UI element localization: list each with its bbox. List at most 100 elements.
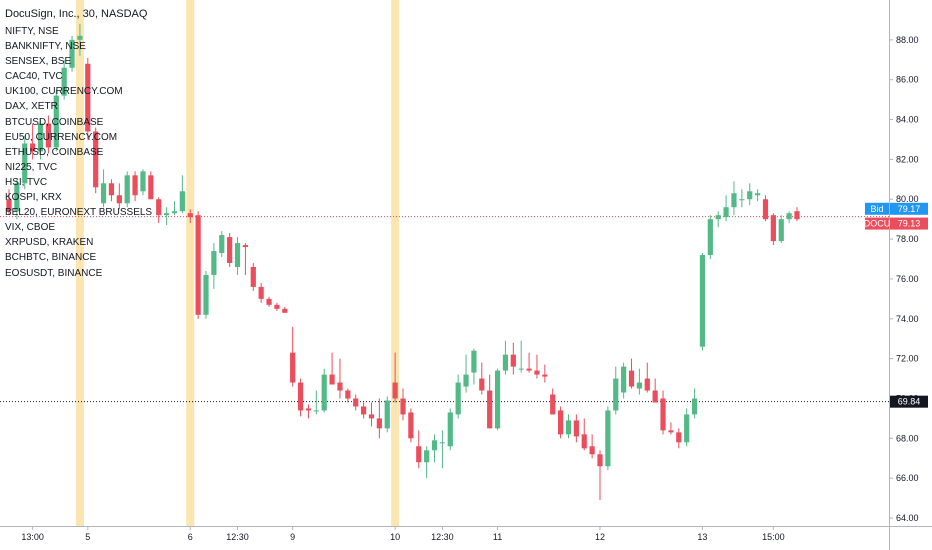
- symbol-item[interactable]: SENSEX, BSE: [5, 56, 72, 68]
- candle-body: [747, 191, 753, 200]
- symbol-item[interactable]: NI225, TVC: [5, 161, 58, 173]
- candle: [707, 215, 713, 260]
- candle-body: [6, 199, 12, 212]
- symbol-item[interactable]: HSI, TVC: [5, 176, 48, 188]
- candle: [211, 243, 217, 289]
- candle-body: [518, 368, 524, 370]
- candle-body: [250, 266, 256, 287]
- price-label-value: 79.17: [898, 204, 921, 214]
- candle-body: [297, 382, 304, 411]
- candle-body: [274, 304, 280, 309]
- candle-body: [30, 143, 36, 152]
- candle: [345, 388, 351, 403]
- symbol-item[interactable]: KOSPI, KRX: [5, 192, 62, 204]
- symbol-item[interactable]: BTCUSD, COINBASE: [5, 116, 104, 128]
- candle-body: [455, 382, 461, 415]
- candle: [739, 189, 745, 208]
- candle: [305, 404, 312, 419]
- price-label-box: [890, 217, 928, 230]
- candle-body: [565, 420, 572, 435]
- session-highlight: [75, 0, 84, 526]
- time-axis[interactable]: 13:00 5 6 12:30 9 10 12:30 11 12 13 15:00: [21, 526, 785, 542]
- candle-body: [699, 255, 706, 347]
- candle-body: [471, 350, 477, 373]
- candle: [140, 169, 146, 196]
- time-tick-label: 9: [290, 532, 295, 542]
- price-axis[interactable]: 64.0066.0068.0070.0072.0074.0076.0078.00…: [889, 35, 919, 523]
- price-label-box: [890, 395, 928, 408]
- price-label-tag: [865, 202, 889, 215]
- symbol-item[interactable]: BEL20, EURONEXT BRUSSELS: [5, 207, 153, 219]
- candle-body: [337, 382, 343, 391]
- candle-body: [416, 446, 422, 463]
- price-tick-label: 86.00: [896, 75, 919, 85]
- candle: [502, 340, 509, 375]
- candle: [573, 414, 579, 443]
- symbol-item[interactable]: BANKNIFTY, NSE: [5, 41, 86, 53]
- symbol-item[interactable]: CAC40, TVC: [5, 71, 63, 83]
- candle-body: [227, 237, 233, 263]
- candle-body: [361, 406, 367, 415]
- candle-body: [628, 370, 635, 387]
- candle-body: [45, 123, 51, 148]
- candle-body: [242, 245, 248, 248]
- candle: [384, 396, 390, 433]
- price-tick-label: 74.00: [896, 314, 919, 324]
- candle: [589, 434, 595, 459]
- candle: [376, 398, 382, 439]
- candle-body: [148, 175, 154, 200]
- candle: [416, 430, 422, 469]
- candle-body: [164, 213, 170, 216]
- symbol-item[interactable]: ETHUSD, COINBASE: [5, 146, 104, 158]
- candle-body: [187, 213, 193, 218]
- symbol-item[interactable]: EOSUSDT, BINANCE: [5, 267, 103, 279]
- price-tick-label: 80.00: [896, 194, 919, 204]
- candle-body: [408, 412, 414, 439]
- candle-body: [447, 412, 453, 447]
- candle: [258, 282, 264, 303]
- symbol-item[interactable]: EU50, CURRENCY.COM: [5, 131, 118, 143]
- candle-body: [652, 390, 658, 403]
- candle-body: [376, 418, 382, 429]
- candle-body: [479, 378, 485, 391]
- symbol-item[interactable]: BCHBTC, BINANCE: [5, 252, 97, 264]
- candle-body: [140, 171, 146, 192]
- price-label: Bid 79.17: [865, 202, 928, 215]
- price-label-name: Bid: [870, 204, 883, 214]
- symbol-item[interactable]: XRPUSD, KRAKEN: [5, 237, 94, 249]
- candle: [778, 215, 784, 244]
- candle-body: [494, 370, 501, 429]
- candle: [195, 211, 201, 319]
- symbol-item[interactable]: VIX, CBOE: [5, 222, 56, 234]
- candle-body: [116, 195, 122, 204]
- candle-body: [636, 382, 642, 389]
- candle: [731, 181, 737, 216]
- candle: [274, 302, 280, 311]
- candle: [558, 406, 564, 439]
- candle: [392, 352, 398, 403]
- price-label-value: 69.84: [898, 397, 921, 407]
- candle: [361, 402, 367, 419]
- candle-body: [61, 67, 67, 96]
- time-tick-label: 12:30: [226, 532, 249, 542]
- candle-body: [219, 235, 225, 254]
- price-tick-label: 88.00: [896, 35, 919, 45]
- candle-body: [431, 440, 438, 451]
- candle-body: [400, 398, 406, 415]
- candle-body: [621, 366, 627, 393]
- candle: [660, 390, 666, 435]
- chart-title: DocuSign, Inc., 30, NASDAQ: [5, 8, 148, 20]
- candle-body: [581, 434, 587, 449]
- candle-body: [534, 370, 540, 375]
- symbol-item[interactable]: DAX, XETR: [5, 101, 58, 113]
- symbol-item[interactable]: UK100, CURRENCY.COM: [5, 86, 123, 98]
- candle: [471, 348, 477, 385]
- symbol-item[interactable]: NIFTY, NSE: [5, 26, 59, 37]
- candle-body: [676, 432, 682, 443]
- candle-body: [691, 398, 698, 415]
- candle: [723, 195, 729, 222]
- candle: [297, 378, 304, 417]
- candle: [455, 374, 461, 419]
- price-tick-label: 66.00: [896, 473, 919, 483]
